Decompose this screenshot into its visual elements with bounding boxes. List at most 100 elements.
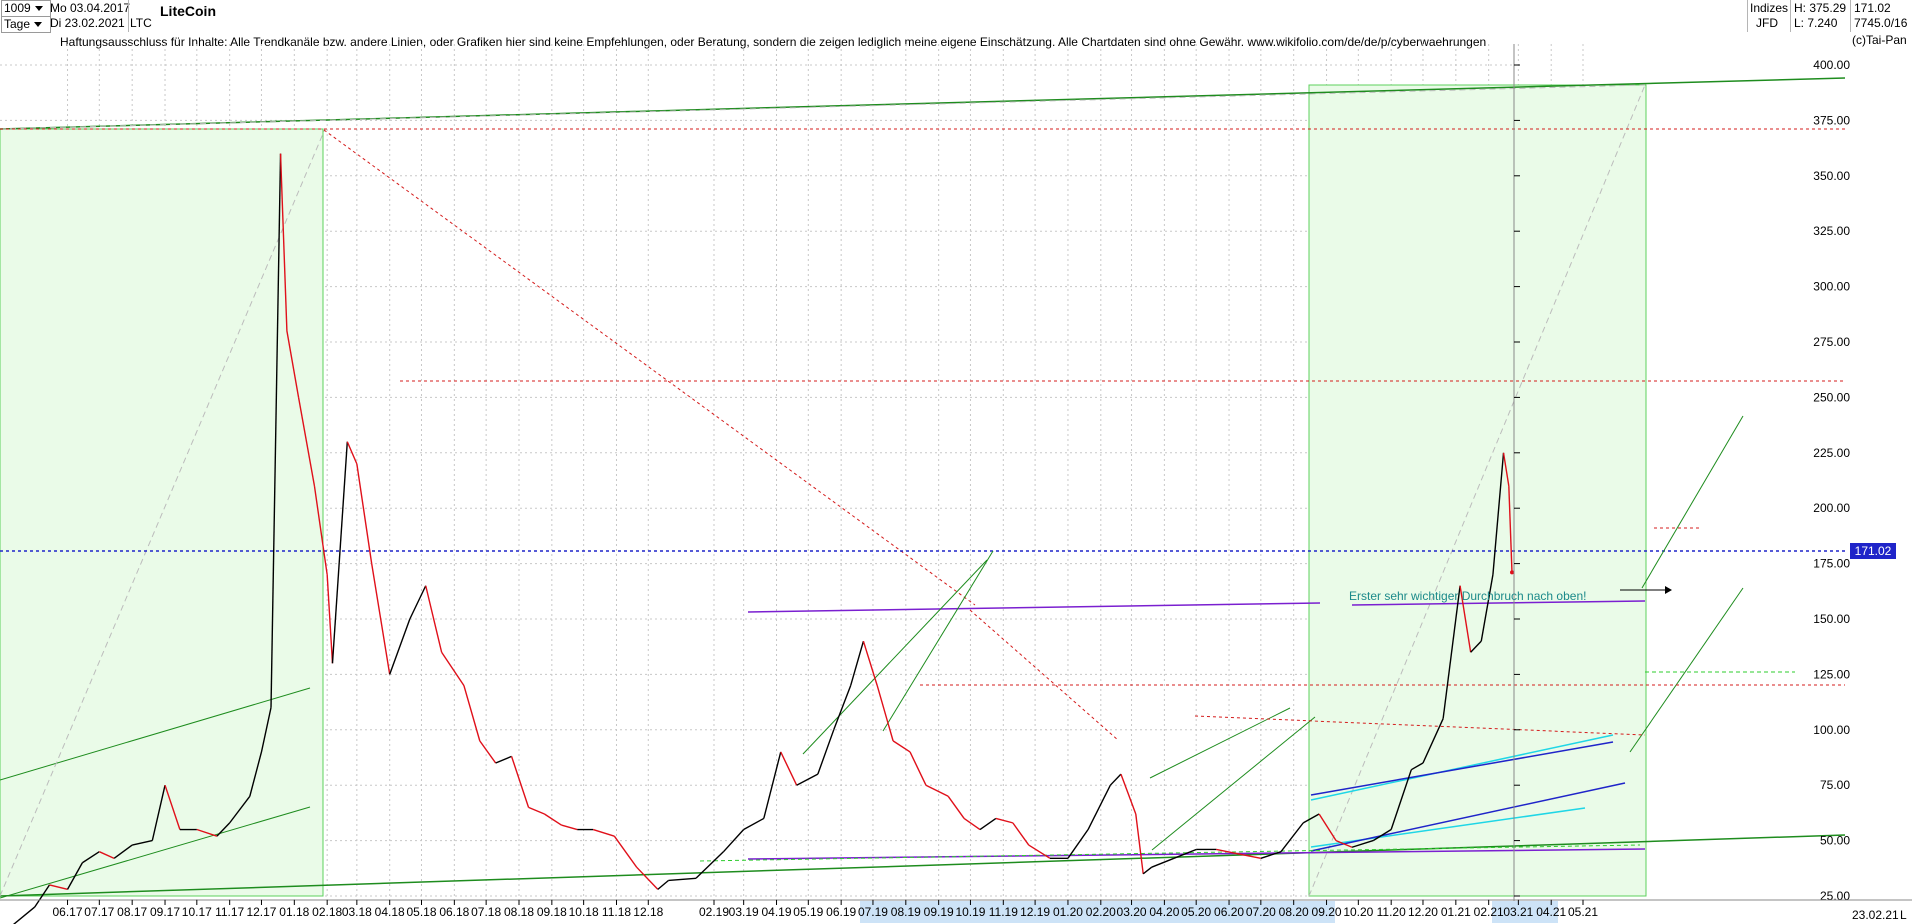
y-tick-label: 150.00: [1813, 612, 1850, 626]
price-segment: [1351, 839, 1374, 848]
instrument-name: LiteCoin: [160, 3, 216, 19]
x-tick-label: 11.20: [1377, 905, 1406, 919]
diagonal-2017: [0, 128, 326, 897]
price-segment: [249, 751, 263, 797]
interval-select[interactable]: Tage: [1, 16, 51, 33]
price-segment: [425, 585, 443, 653]
price-segment: [1260, 851, 1282, 859]
x-tick-label: 07.19: [858, 905, 888, 919]
price-segment: [49, 884, 68, 891]
y-tick-label: 250.00: [1813, 390, 1850, 404]
price-segment: [1302, 813, 1320, 824]
highlight-boxes: [0, 84, 1647, 897]
header-divider: [1850, 0, 1851, 32]
x-tick-label: 07.17: [84, 905, 114, 919]
x-tick-label: 03.21: [1503, 905, 1533, 919]
price-segment: [544, 813, 562, 826]
date-from[interactable]: Mo 03.04.2017: [50, 1, 131, 15]
price-segment: [613, 835, 638, 868]
red-diagonal-down: [323, 129, 976, 606]
y-tick-label: 25.00: [1820, 889, 1850, 903]
price-segment: [286, 330, 300, 398]
price-segment: [862, 640, 878, 686]
price-segment: [66, 862, 83, 890]
x-tick-label: 09.20: [1312, 905, 1342, 919]
price-segment: [1087, 784, 1111, 830]
current-date-tag: 23.02.21: [1852, 908, 1899, 922]
y-tick-label: 300.00: [1813, 280, 1850, 294]
y-tick-label: 100.00: [1813, 723, 1850, 737]
price-segment: [1480, 574, 1494, 642]
price-segment: [331, 441, 349, 664]
price-segment: [1142, 866, 1153, 875]
source-label: JFD: [1756, 16, 1778, 30]
price-segment: [1216, 848, 1239, 855]
channel-2020-lower: [1151, 716, 1316, 851]
price-segment: [1410, 762, 1424, 771]
price-segment: [1238, 853, 1261, 860]
y-tick-label: 175.00: [1813, 557, 1850, 571]
cyan-line-upper: [1310, 734, 1614, 801]
disclaimer-text: Haftungsausschluss für Inhalte: Alle Tre…: [60, 35, 1487, 49]
x-tick-label: 09.18: [537, 905, 567, 919]
y-tick-label: 350.00: [1813, 169, 1850, 183]
channel-2017-lower: [0, 806, 311, 899]
date-to[interactable]: Di 23.02.2021: [50, 16, 125, 30]
blue-line-lower: [1310, 782, 1626, 852]
x-tick-label: 03.19: [729, 905, 759, 919]
price-segment: [441, 651, 465, 686]
header-divider: [1790, 0, 1791, 32]
price-segment: [346, 441, 358, 465]
channel-2017-upper: [0, 687, 311, 781]
x-axis-highlight: [860, 901, 1335, 923]
x-tick-label: 02.20: [1086, 905, 1116, 919]
price-segment: [1280, 822, 1304, 853]
price-segment: [1028, 844, 1051, 859]
price-segment: [1492, 452, 1505, 575]
price-segment: [1372, 828, 1392, 842]
price-segment: [995, 817, 1014, 824]
price-segment: [668, 877, 697, 882]
price-segment: [876, 685, 894, 742]
high-label: H: 375.29: [1794, 1, 1847, 15]
x-tick-label: 04.18: [375, 905, 405, 919]
diagonal-2020: [1308, 84, 1646, 897]
price-segment: [510, 756, 530, 808]
y-tick-label: 225.00: [1813, 446, 1850, 460]
x-tick-label: 07.20: [1246, 905, 1276, 919]
x-tick-label: 10.20: [1343, 905, 1373, 919]
price-segment: [909, 751, 927, 786]
x-tick-label: 03.20: [1117, 905, 1147, 919]
price-segment: [1442, 585, 1461, 719]
channel-2021-lower: [1629, 587, 1744, 753]
price-segment: [229, 795, 251, 824]
axis-corner-label: L: [1900, 908, 1907, 922]
x-tick-label: 04.20: [1149, 905, 1179, 919]
price-segment: [113, 844, 133, 859]
x-tick-label: 04.21: [1536, 905, 1566, 919]
x-tick-label: 12.17: [246, 905, 276, 919]
price-segment: [279, 153, 288, 331]
price-segment: [1067, 829, 1089, 859]
price-segment: [495, 755, 512, 764]
price-segment: [723, 829, 745, 853]
interval-value: Tage: [4, 17, 31, 31]
purple-resistance-line: [747, 602, 1321, 613]
price-segment: [409, 585, 427, 620]
low-label: L: 7.240: [1794, 16, 1838, 30]
copyright-label: (c)Tai-Pan: [1852, 33, 1907, 47]
price-segment: [370, 563, 391, 675]
price-segment: [1318, 813, 1337, 841]
x-tick-label: 07.18: [471, 905, 501, 919]
price-segment: [833, 685, 852, 731]
bar-count-value: 1009: [4, 1, 31, 15]
price-segment: [389, 618, 411, 675]
price-segment: [12, 906, 36, 924]
price-segment: [1135, 813, 1144, 874]
price-segment: [196, 828, 218, 837]
price-segment: [963, 817, 981, 831]
price-segment: [313, 485, 328, 575]
gray-dash-top: [0, 84, 1646, 130]
price-segment: [81, 851, 100, 864]
